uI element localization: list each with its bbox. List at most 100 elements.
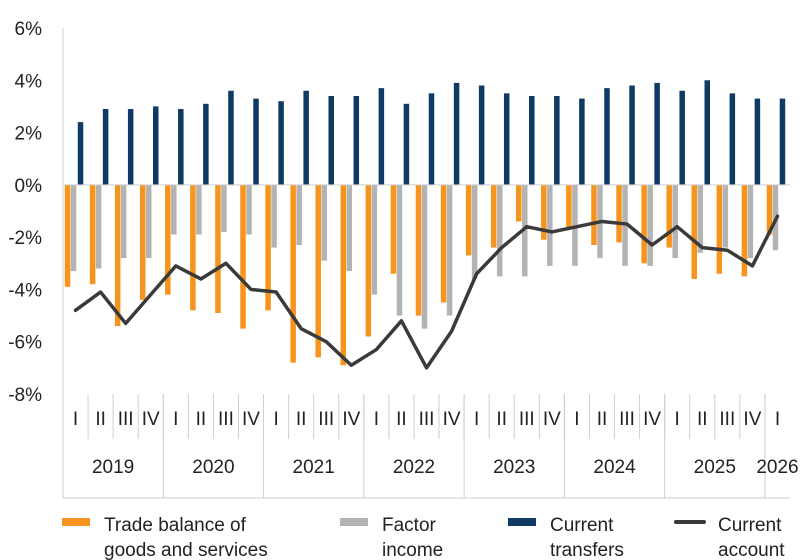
bar-current-transfers	[303, 90, 309, 185]
bar-current-transfers	[729, 93, 736, 185]
bar-current-transfers	[529, 95, 535, 185]
legend-label: Current	[718, 515, 782, 536]
legend-label: goods and services	[104, 540, 268, 560]
bar-factor-income	[246, 184, 252, 235]
bar-factor-income	[722, 184, 729, 248]
bar-trade-balance	[641, 184, 647, 264]
x-tick-label-quarter: I	[474, 409, 479, 430]
bar-factor-income	[120, 184, 127, 259]
bar-trade-balance	[566, 184, 572, 230]
bar-current-transfers	[127, 109, 134, 185]
bar-trade-balance	[591, 184, 597, 245]
bar-current-transfers	[629, 85, 635, 185]
legend-label: income	[382, 540, 443, 560]
bar-factor-income	[296, 184, 302, 245]
legend-swatch	[62, 518, 90, 526]
x-tick-label-year: 2019	[92, 457, 134, 478]
bar-trade-balance	[415, 184, 422, 316]
legend-label: Trade balance of	[104, 515, 247, 536]
x-tick-label-quarter: II	[496, 409, 507, 430]
bar-factor-income	[446, 184, 453, 316]
x-tick-label-quarter: I	[374, 409, 379, 430]
bar-current-transfers	[203, 103, 209, 185]
x-tick-label-year: 2024	[593, 457, 636, 478]
y-tick-label: -4%	[8, 280, 42, 301]
bar-trade-balance	[165, 184, 171, 295]
bar-factor-income	[221, 184, 227, 232]
bar-factor-income	[496, 184, 503, 277]
bar-current-transfers	[478, 85, 485, 185]
bar-current-transfers	[278, 101, 284, 185]
x-tick-label-quarter: IV	[543, 409, 561, 430]
bar-trade-balance	[340, 184, 347, 366]
bar-current-transfers	[453, 82, 460, 185]
bar-trade-balance	[541, 184, 547, 240]
bar-trade-balance	[766, 184, 773, 235]
x-tick-label-quarter: IV	[743, 409, 761, 430]
bar-current-transfers	[77, 122, 84, 185]
x-tick-label-quarter: IV	[242, 409, 260, 430]
y-tick-label: 0%	[15, 176, 43, 197]
bar-trade-balance	[716, 184, 723, 274]
bar-trade-balance	[516, 184, 522, 222]
bar-factor-income	[371, 184, 378, 295]
line-current-account	[73, 214, 780, 370]
y-tick-label: -8%	[8, 385, 42, 406]
legend-swatch	[340, 518, 368, 526]
bar-factor-income	[672, 184, 678, 259]
x-tick-label-quarter: II	[196, 409, 207, 430]
x-tick-label-year: 2020	[192, 457, 234, 478]
x-tick-label-year: 2023	[493, 457, 535, 478]
x-tick-label-year: 2026	[756, 457, 798, 478]
x-tick-label-quarter: III	[118, 409, 134, 430]
bar-trade-balance	[365, 184, 372, 337]
bar-factor-income	[547, 184, 553, 266]
bar-factor-income	[271, 184, 277, 248]
bar-factor-income	[171, 184, 177, 235]
bar-trade-balance	[390, 184, 397, 274]
x-tick-label-quarter: II	[296, 409, 307, 430]
bar-trade-balance	[265, 184, 271, 311]
bar-factor-income	[647, 184, 653, 266]
bar-trade-balance	[64, 184, 71, 287]
x-tick-label-quarter: I	[775, 409, 780, 430]
x-tick-label-quarter: III	[719, 409, 735, 430]
bar-trade-balance	[89, 184, 96, 285]
bar-current-transfers	[403, 103, 410, 185]
bar-current-transfers	[428, 93, 435, 185]
bar-factor-income	[747, 184, 754, 259]
bar-current-transfers	[328, 95, 334, 185]
x-tick-label-quarter: II	[697, 409, 708, 430]
bar-trade-balance	[440, 184, 447, 303]
x-tick-label-quarter: II	[597, 409, 608, 430]
bar-current-transfers	[679, 90, 685, 185]
bar-factor-income	[346, 184, 353, 272]
legend-label: transfers	[550, 540, 624, 560]
bar-trade-balance	[290, 184, 296, 363]
x-tick-label-quarter: IV	[142, 409, 160, 430]
bar-trade-balance	[139, 184, 146, 300]
x-tick-label-quarter: IV	[443, 409, 461, 430]
bar-trade-balance	[616, 184, 622, 243]
bar-trade-balance	[215, 184, 221, 313]
bar-trade-balance	[114, 184, 121, 327]
bar-current-transfers	[754, 98, 761, 185]
x-tick-label-quarter: I	[173, 409, 178, 430]
bar-factor-income	[70, 184, 77, 272]
x-tick-label-quarter: II	[396, 409, 407, 430]
x-tick-label-quarter: IV	[643, 409, 661, 430]
bar-trade-balance	[741, 184, 748, 277]
bar-current-transfers	[353, 95, 360, 185]
bar-trade-balance	[315, 184, 321, 358]
x-tick-label-year: 2025	[694, 457, 736, 478]
x-tick-label-quarter: III	[318, 409, 334, 430]
y-tick-label: 4%	[15, 71, 43, 92]
x-tick-label-year: 2021	[293, 457, 335, 478]
bar-factor-income	[196, 184, 202, 235]
bar-current-transfers	[152, 106, 159, 185]
bar-factor-income	[421, 184, 428, 329]
bar-trade-balance	[190, 184, 196, 311]
legend-label: Factor	[382, 515, 437, 536]
